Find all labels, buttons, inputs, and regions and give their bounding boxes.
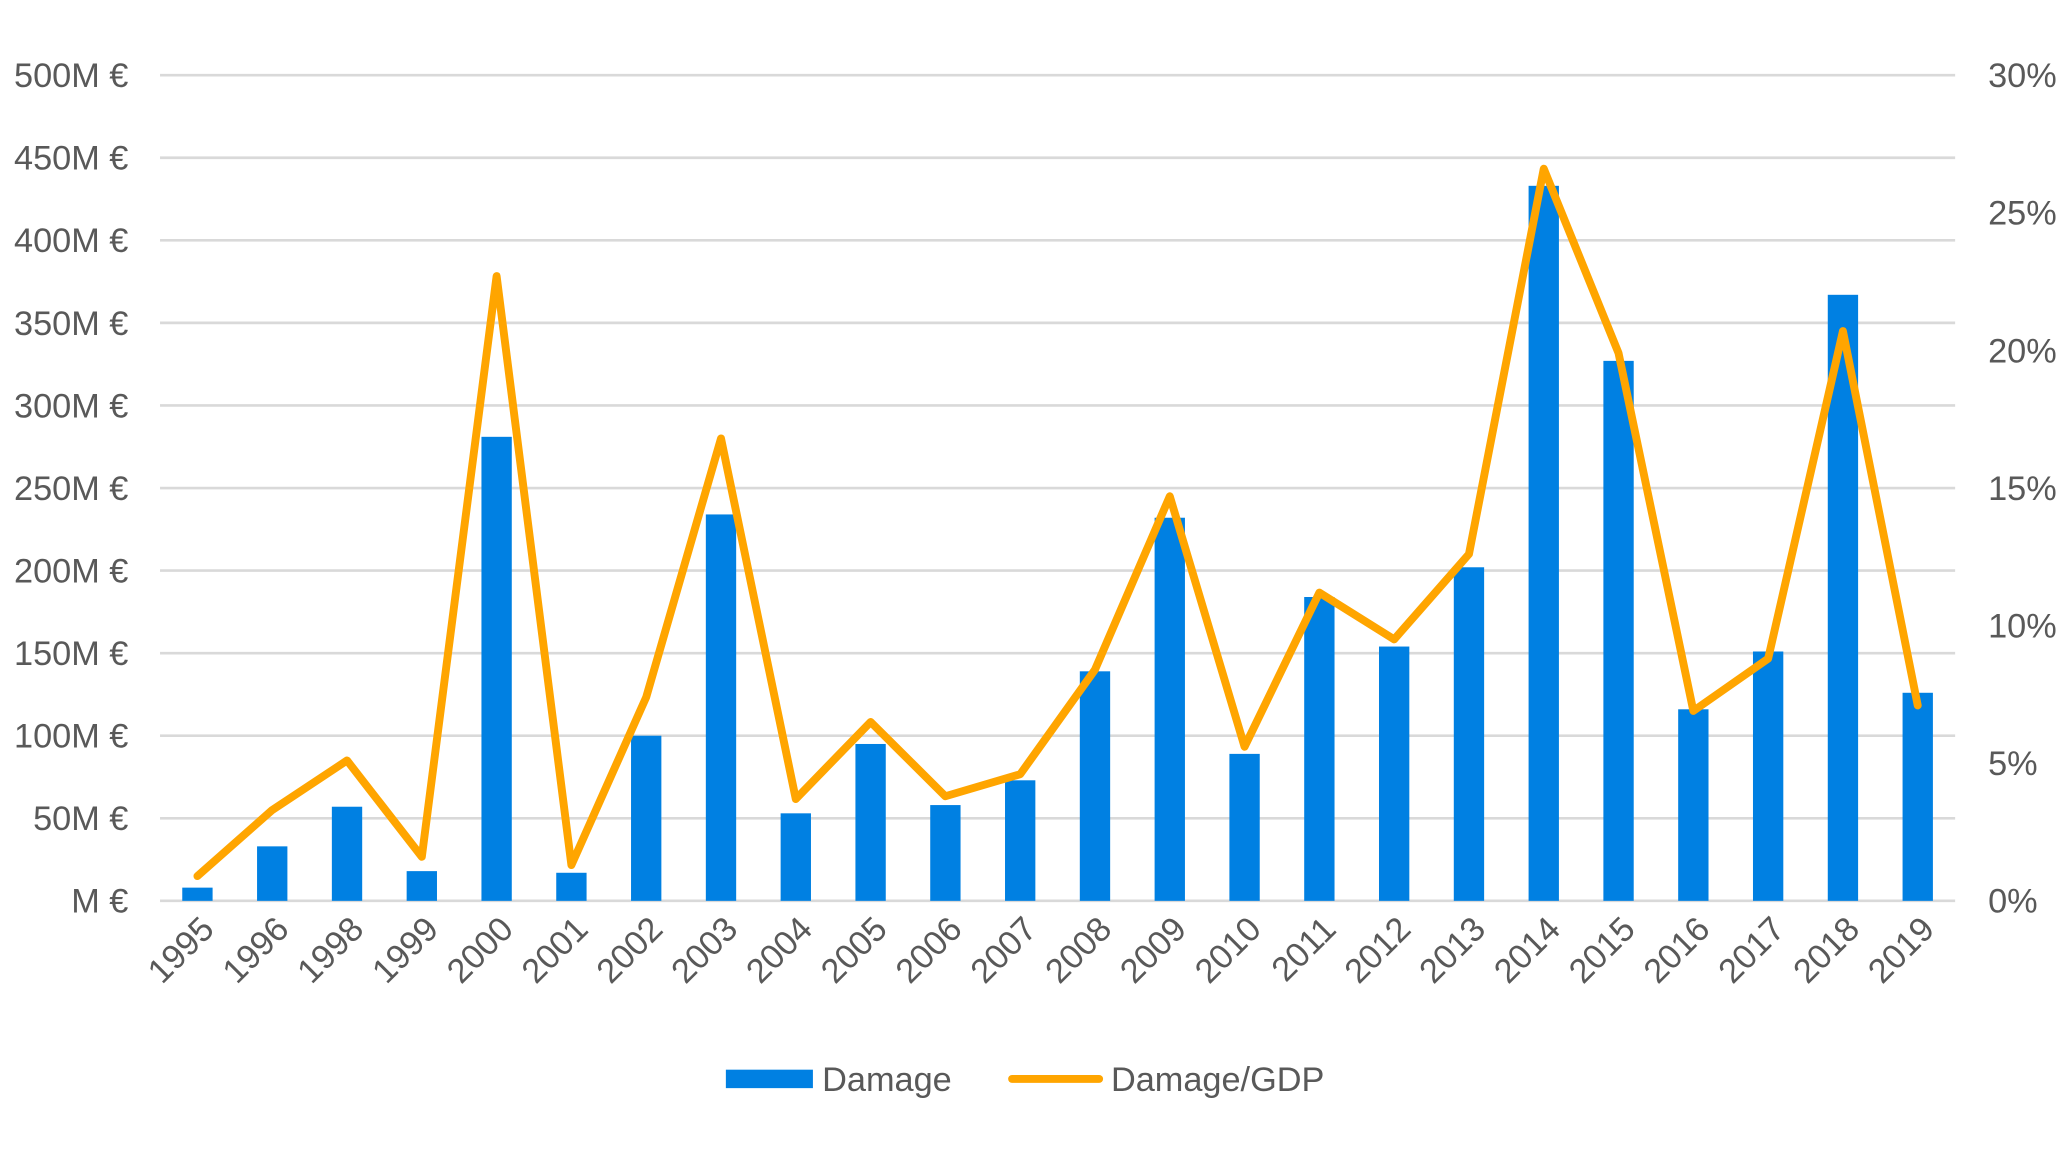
bar-2007 [1005, 780, 1036, 901]
right-tick-label: 15% [1988, 470, 2057, 508]
bar-2000 [481, 436, 512, 901]
bar-2006 [930, 805, 961, 901]
bar-2004 [780, 813, 811, 901]
left-tick-label: M € [71, 883, 128, 921]
x-tick-label: 2011 [1264, 910, 1343, 989]
bar-2002 [631, 735, 662, 901]
x-tick-label: 2010 [1188, 910, 1269, 991]
x-tick-label: 2018 [1786, 910, 1867, 991]
left-tick-label: 300M € [14, 387, 128, 425]
bar-1999 [406, 871, 437, 901]
bar-2001 [556, 872, 587, 901]
right-tick-label: 20% [1988, 332, 2057, 370]
x-tick-label: 2005 [814, 910, 895, 991]
right-tick-label: 10% [1988, 607, 2057, 645]
x-tick-label: 2009 [1113, 910, 1194, 991]
left-tick-label: 400M € [14, 222, 128, 260]
bar-2011 [1304, 597, 1335, 901]
bar-1996 [257, 846, 288, 901]
bar-1998 [331, 806, 363, 901]
x-tick-label: 2006 [889, 910, 970, 991]
bar-1995 [182, 887, 213, 901]
left-tick-label: 100M € [14, 718, 128, 756]
left-tick-label: 150M € [14, 635, 128, 673]
bar-2010 [1229, 753, 1260, 901]
left-tick-label: 500M € [14, 57, 128, 95]
legend-label-damage-gdp: Damage/GDP [1111, 1061, 1324, 1099]
x-tick-label: 2007 [964, 910, 1045, 991]
x-axis-labels: 1995199619981999200020012002200320042005… [141, 910, 1942, 991]
x-tick-label: 2012 [1337, 910, 1418, 991]
right-tick-label: 0% [1988, 883, 2038, 921]
legend-label-damage: Damage [822, 1061, 952, 1099]
bar-2005 [855, 743, 886, 901]
legend-swatch-damage [725, 1069, 813, 1089]
bar-2014 [1528, 185, 1559, 901]
x-tick-label: 2003 [664, 910, 745, 991]
gridlines [160, 73, 1956, 903]
x-tick-label: 1999 [365, 910, 446, 991]
x-tick-label: 1996 [216, 910, 297, 991]
x-tick-label: 2014 [1487, 910, 1568, 991]
x-tick-label: 1998 [290, 910, 371, 991]
bar-2016 [1678, 709, 1709, 901]
damage-bars [182, 185, 1933, 901]
right-tick-label: 5% [1988, 745, 2038, 783]
bar-2012 [1378, 646, 1410, 901]
x-tick-label: 2004 [739, 910, 820, 991]
bar-2003 [705, 514, 737, 901]
x-tick-label: 2000 [440, 910, 521, 991]
left-tick-label: 250M € [14, 470, 128, 508]
x-tick-label: 2013 [1412, 910, 1493, 991]
x-tick-label: 2008 [1038, 910, 1119, 991]
x-tick-label: 2002 [590, 910, 671, 991]
x-tick-label: 2016 [1637, 910, 1718, 991]
left-tick-label: 50M € [33, 800, 128, 838]
bar-2019 [1902, 692, 1933, 901]
bar-2017 [1752, 651, 1784, 901]
damage-gdp-line [193, 164, 1922, 881]
left-axis-labels: M € 50M € 100M € 150M € 200M € 250M € 300M € 35… [14, 57, 128, 921]
bar-2008 [1079, 671, 1111, 901]
right-axis-labels: 0% 5% 10% 15% 20% 25% 30% [1988, 57, 2057, 921]
bar-2009 [1154, 517, 1185, 901]
bar-2015 [1603, 360, 1634, 901]
legend: Damage Damage/GDP [725, 1061, 1324, 1099]
right-tick-label: 30% [1988, 57, 2057, 95]
x-tick-label: 2001 [515, 910, 596, 991]
left-tick-label: 200M € [14, 552, 128, 590]
x-tick-label: 2017 [1711, 910, 1792, 991]
x-tick-label: 2019 [1861, 910, 1942, 991]
x-tick-label: 1995 [141, 910, 222, 991]
left-tick-label: 450M € [14, 140, 128, 178]
right-tick-label: 25% [1988, 195, 2057, 233]
x-tick-label: 2015 [1562, 910, 1643, 991]
left-tick-label: 350M € [14, 305, 128, 343]
bar-2013 [1453, 567, 1485, 901]
line-series [193, 164, 1922, 881]
